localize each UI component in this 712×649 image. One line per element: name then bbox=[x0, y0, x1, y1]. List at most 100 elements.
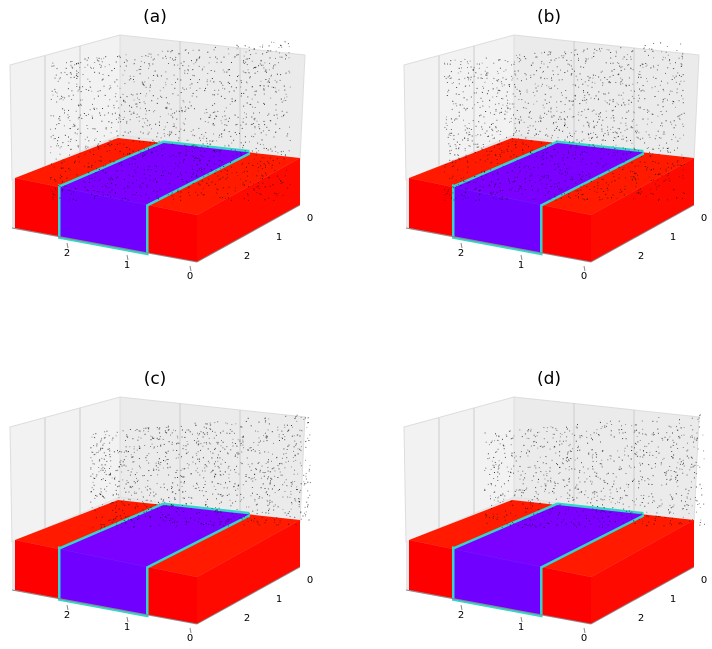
particle bbox=[261, 157, 263, 159]
particle bbox=[68, 116, 70, 117]
particle bbox=[183, 130, 185, 132]
particle bbox=[172, 449, 174, 451]
particle bbox=[601, 459, 603, 461]
particle bbox=[305, 446, 307, 448]
particle bbox=[125, 54, 127, 56]
particle bbox=[688, 457, 690, 459]
particle bbox=[128, 79, 130, 81]
particle bbox=[156, 195, 158, 197]
particle bbox=[522, 141, 524, 143]
particle bbox=[622, 98, 624, 100]
particle bbox=[175, 430, 176, 432]
particle bbox=[55, 180, 57, 182]
particle bbox=[166, 78, 168, 80]
particle bbox=[533, 475, 535, 477]
particle bbox=[236, 445, 238, 447]
particle bbox=[243, 71, 245, 73]
particle bbox=[250, 54, 252, 56]
particle bbox=[124, 110, 125, 112]
particle bbox=[591, 57, 593, 59]
particle bbox=[290, 491, 292, 492]
particle bbox=[148, 427, 150, 429]
particle bbox=[245, 89, 247, 91]
particle bbox=[90, 501, 92, 503]
particle bbox=[220, 120, 222, 122]
particle bbox=[509, 84, 511, 86]
particle bbox=[216, 509, 218, 511]
particle bbox=[649, 454, 651, 456]
particle bbox=[586, 58, 588, 60]
particle bbox=[90, 457, 92, 459]
particle bbox=[236, 54, 238, 56]
particle bbox=[566, 428, 568, 430]
particle bbox=[652, 179, 654, 181]
particle bbox=[161, 96, 163, 98]
particle bbox=[526, 437, 528, 439]
particle bbox=[466, 171, 468, 173]
particle bbox=[574, 459, 576, 461]
particle bbox=[669, 63, 671, 65]
particle bbox=[114, 149, 116, 150]
particle bbox=[657, 446, 659, 448]
particle bbox=[229, 481, 231, 483]
particle bbox=[133, 111, 135, 113]
particle bbox=[594, 82, 596, 84]
particle bbox=[185, 106, 186, 108]
particle bbox=[453, 103, 455, 105]
particle bbox=[59, 197, 61, 199]
particle bbox=[607, 516, 609, 518]
particle bbox=[502, 77, 504, 79]
particle bbox=[218, 467, 220, 469]
particle bbox=[98, 180, 100, 182]
particle bbox=[699, 483, 701, 485]
particle bbox=[501, 83, 503, 85]
particle bbox=[588, 126, 590, 128]
particle bbox=[644, 166, 646, 167]
particle bbox=[599, 50, 601, 52]
particle bbox=[124, 131, 126, 133]
particle bbox=[467, 161, 469, 163]
particle bbox=[682, 516, 684, 518]
particle bbox=[218, 507, 220, 509]
particle bbox=[592, 144, 594, 146]
particle bbox=[255, 468, 257, 470]
particle bbox=[569, 100, 571, 102]
particle bbox=[147, 169, 149, 171]
particle bbox=[294, 418, 296, 420]
particle bbox=[497, 439, 499, 441]
particle bbox=[77, 104, 79, 106]
particle bbox=[611, 424, 613, 425]
particle bbox=[100, 447, 102, 449]
particle bbox=[74, 160, 76, 162]
particle bbox=[128, 504, 130, 506]
particle bbox=[76, 188, 78, 190]
particle bbox=[109, 191, 111, 193]
particle bbox=[154, 142, 156, 144]
particle bbox=[547, 175, 549, 177]
particle bbox=[299, 429, 301, 431]
particle bbox=[171, 131, 172, 133]
particle bbox=[121, 471, 123, 473]
particle bbox=[143, 141, 145, 143]
particle bbox=[682, 89, 684, 91]
y-tick-label: 0 bbox=[307, 575, 313, 586]
particle bbox=[248, 72, 250, 74]
particle bbox=[641, 463, 643, 465]
particle bbox=[524, 433, 526, 435]
particle bbox=[132, 175, 134, 177]
particle bbox=[562, 157, 564, 159]
particle bbox=[254, 126, 256, 128]
particle bbox=[509, 430, 511, 432]
particle bbox=[540, 77, 542, 79]
particle bbox=[508, 178, 510, 180]
particle bbox=[134, 430, 136, 431]
particle bbox=[117, 56, 118, 58]
particle bbox=[672, 100, 674, 102]
particle bbox=[634, 447, 635, 449]
particle bbox=[618, 177, 620, 179]
particle bbox=[549, 448, 551, 450]
particle bbox=[242, 118, 244, 120]
particle bbox=[192, 461, 194, 463]
particle bbox=[217, 110, 219, 112]
particle bbox=[259, 112, 260, 114]
